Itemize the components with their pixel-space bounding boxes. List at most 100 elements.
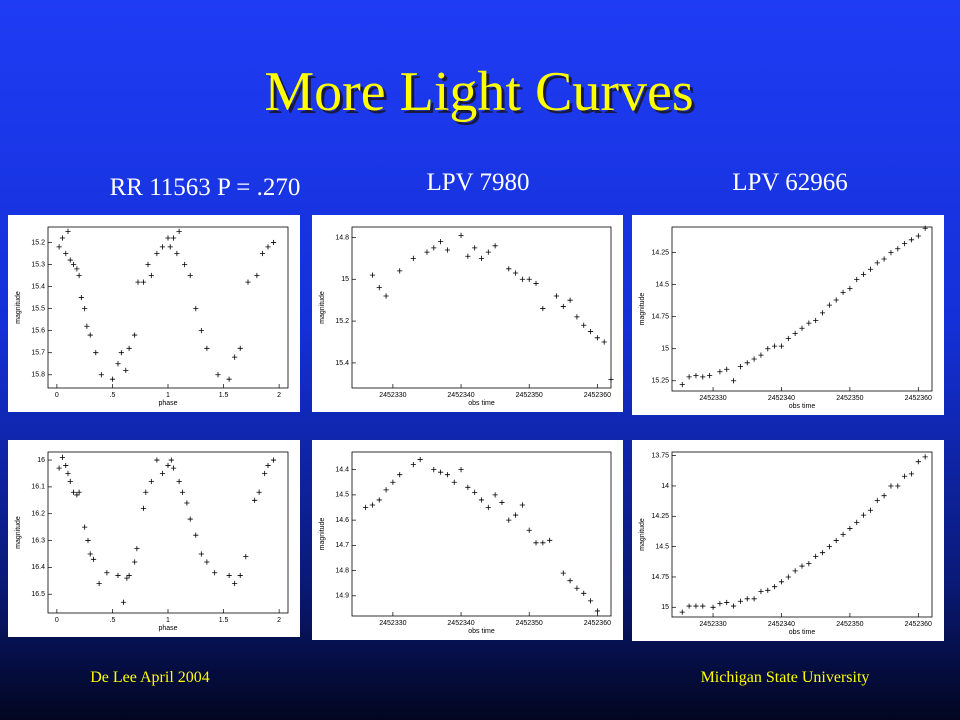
y-tick-label: 14.75 xyxy=(651,314,669,321)
data-point xyxy=(93,350,99,356)
x-tick-label: 2452350 xyxy=(836,621,863,628)
data-point xyxy=(70,489,77,495)
y-axis-label: magnitude xyxy=(15,291,22,324)
data-point xyxy=(567,297,573,303)
plot-panel xyxy=(632,215,944,415)
x-axis-label: phase xyxy=(158,625,177,632)
data-point xyxy=(256,489,262,495)
data-point xyxy=(492,492,498,498)
data-point xyxy=(693,603,699,609)
data-point xyxy=(902,241,908,247)
data-point xyxy=(915,459,921,465)
data-point xyxy=(424,249,430,255)
data-point xyxy=(751,356,757,362)
data-point xyxy=(458,467,464,473)
x-tick-label: 2452350 xyxy=(516,620,543,627)
data-point xyxy=(109,376,116,382)
y-tick-label: 15.25 xyxy=(651,378,669,385)
data-point xyxy=(478,255,485,261)
plot-frame xyxy=(671,226,933,392)
data-point xyxy=(915,233,921,239)
slide-title: More Light Curves xyxy=(264,61,693,123)
data-point xyxy=(179,489,186,495)
data-point xyxy=(730,603,737,609)
x-axis-label: obs time xyxy=(468,400,495,407)
plot-frame xyxy=(671,451,933,618)
plot-panel xyxy=(312,215,623,412)
y-tick-label: 14.5 xyxy=(655,282,669,289)
x-tick-label: 2452340 xyxy=(768,395,795,402)
data-point xyxy=(472,245,478,251)
data-point xyxy=(874,497,880,504)
data-point xyxy=(744,360,750,366)
data-point xyxy=(512,512,519,518)
data-point xyxy=(369,502,376,508)
x-axis-label: phase xyxy=(158,400,177,407)
data-point xyxy=(115,572,121,579)
data-point xyxy=(237,345,243,351)
y-tick-label: 15.4 xyxy=(31,283,45,290)
data-point xyxy=(778,343,785,349)
data-point xyxy=(252,497,258,503)
data-point xyxy=(881,256,887,262)
data-point xyxy=(82,524,88,530)
data-point xyxy=(159,244,166,250)
x-tick-label: 2452340 xyxy=(447,620,474,627)
data-point xyxy=(132,559,138,565)
data-point xyxy=(82,306,88,312)
x-tick-label: 1 xyxy=(166,617,170,624)
data-point xyxy=(215,372,221,378)
x-tick-label: 1.5 xyxy=(219,392,229,399)
x-tick-label: 0 xyxy=(55,617,59,624)
data-point xyxy=(867,266,874,272)
data-point xyxy=(895,246,901,252)
data-point xyxy=(553,293,560,299)
data-point xyxy=(126,345,132,351)
data-point xyxy=(74,492,80,498)
y-tick-label: 15.7 xyxy=(31,350,45,357)
data-point xyxy=(132,332,138,338)
y-tick-label: 14.8 xyxy=(335,234,349,241)
data-point xyxy=(148,478,154,485)
data-point xyxy=(182,261,188,268)
data-point xyxy=(519,276,525,282)
y-tick-label: 15 xyxy=(661,604,669,611)
data-point xyxy=(176,228,182,235)
data-point xyxy=(369,272,376,278)
x-tick-label: 2452340 xyxy=(768,621,795,628)
data-point xyxy=(87,332,93,338)
data-point xyxy=(799,325,805,331)
x-tick-label: 2 xyxy=(277,392,281,399)
x-tick-label: 2452360 xyxy=(584,620,611,627)
x-tick-label: 2452330 xyxy=(699,621,726,628)
y-tick-label: 14 xyxy=(661,483,669,490)
data-point xyxy=(686,374,692,380)
data-point xyxy=(888,483,894,489)
data-point xyxy=(212,570,218,576)
y-tick-label: 14.7 xyxy=(335,542,349,549)
data-point xyxy=(533,540,539,546)
x-tick-label: 1 xyxy=(166,392,170,399)
data-point xyxy=(710,604,716,610)
data-point xyxy=(451,479,457,485)
data-point xyxy=(154,457,160,463)
data-point xyxy=(154,250,160,257)
data-point xyxy=(792,330,798,336)
data-point xyxy=(85,537,91,544)
data-point xyxy=(847,525,853,532)
data-point xyxy=(59,235,66,241)
data-point xyxy=(65,470,71,477)
data-point xyxy=(737,364,744,370)
x-tick-label: 2452330 xyxy=(699,395,726,402)
data-point xyxy=(74,266,80,272)
data-point xyxy=(193,532,199,538)
data-point xyxy=(608,377,614,383)
data-point xyxy=(383,293,389,299)
plot-panel xyxy=(8,440,300,637)
data-point xyxy=(65,228,71,235)
x-tick-label: 2452350 xyxy=(516,392,543,399)
data-point xyxy=(724,366,730,372)
y-tick-label: 15.2 xyxy=(31,239,45,246)
x-tick-label: 2 xyxy=(277,617,281,624)
